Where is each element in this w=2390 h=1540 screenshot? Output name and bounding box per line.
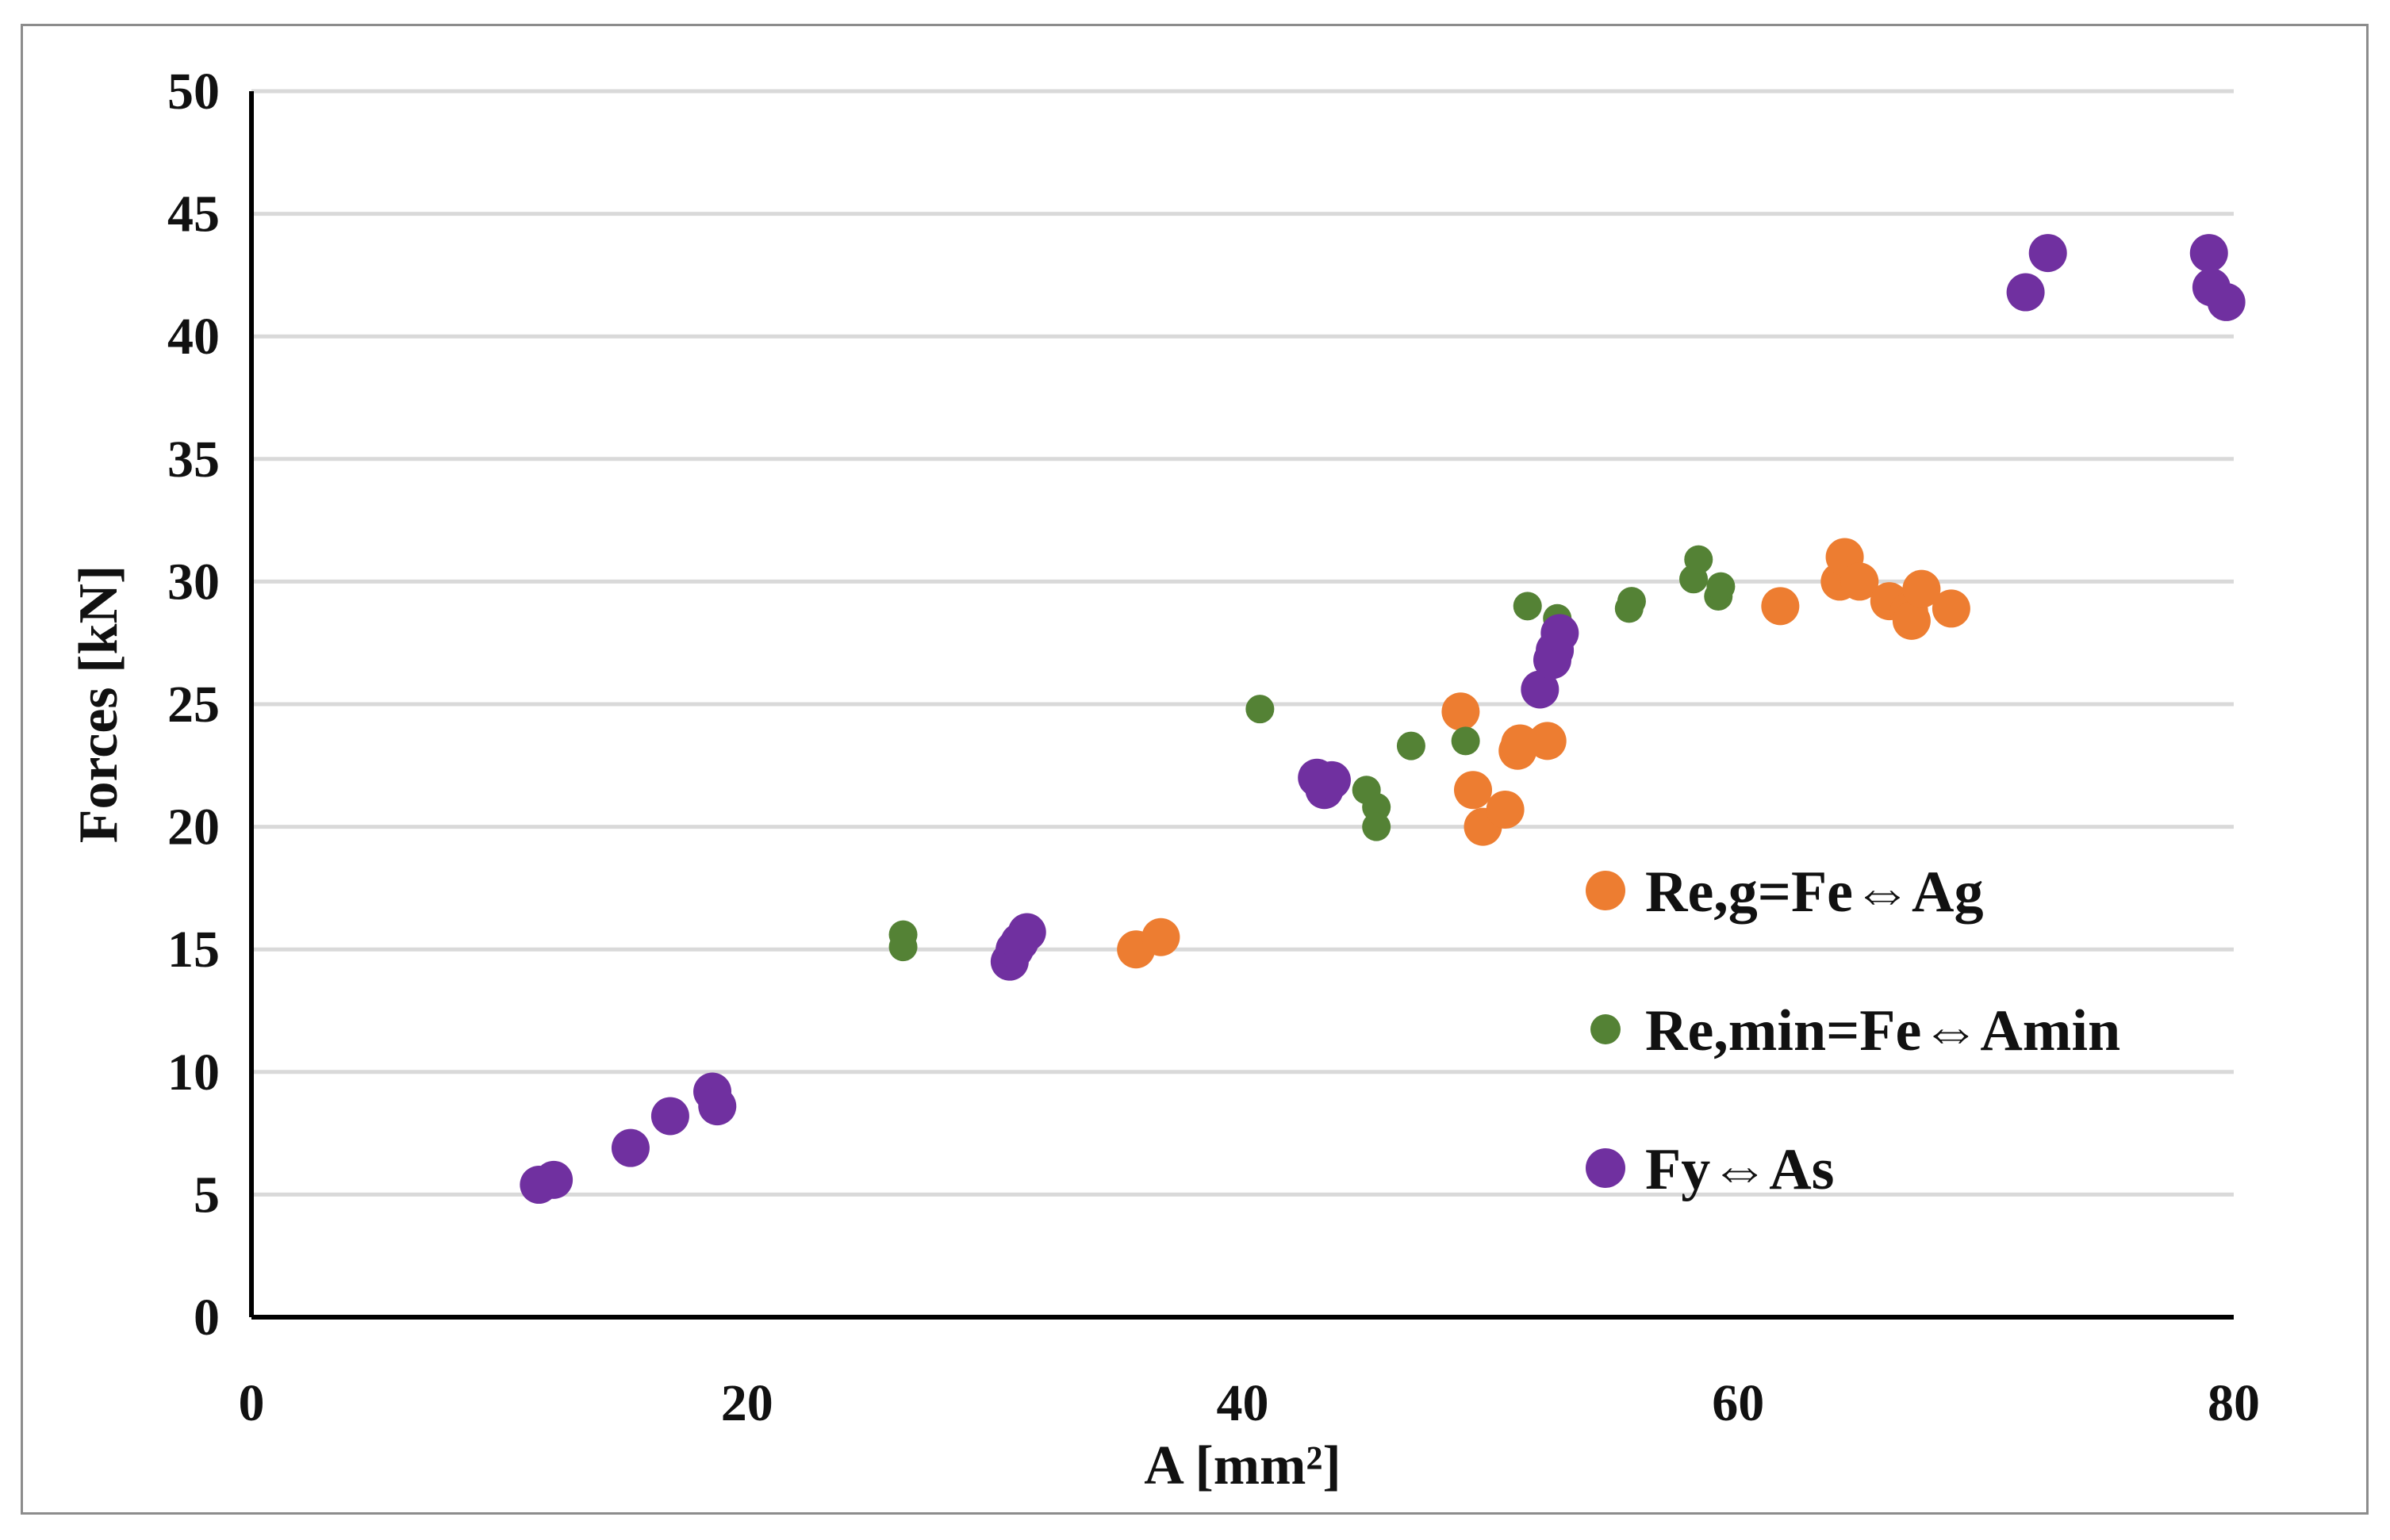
y-tick-labels: 0 5 10 15 20 25 30 35 40 45 50 xyxy=(167,63,220,1347)
y-tick-label-50: 50 xyxy=(167,63,220,121)
legend-label-fy: Fy⇔As xyxy=(1645,1137,1834,1202)
legend-label-re-min: Re,min=Fe⇔Amin xyxy=(1645,998,2120,1063)
point-s1-2 xyxy=(1245,695,1275,724)
y-tick-label-10: 10 xyxy=(167,1044,220,1101)
point-s1-15 xyxy=(1706,572,1736,601)
y-tick-label-0: 0 xyxy=(194,1289,220,1347)
point-s2-5 xyxy=(698,1087,737,1126)
legend-marker-re-g xyxy=(1586,871,1625,910)
point-s2-21 xyxy=(2207,282,2246,321)
point-s2-3 xyxy=(650,1097,689,1136)
y-tick-label-40: 40 xyxy=(167,308,220,366)
legend: Re,g=Fe⇔Ag Re,min=Fe⇔Amin Fy⇔As xyxy=(1586,860,2120,1202)
y-tick-label-45: 45 xyxy=(167,186,220,243)
legend-marker-re-min xyxy=(1590,1014,1621,1044)
point-s2-17 xyxy=(2006,273,2045,312)
point-s2-1 xyxy=(535,1160,574,1199)
point-s0-17 xyxy=(1932,589,1970,628)
data-points xyxy=(520,234,2246,1205)
y-axis-title: Forces [kN] xyxy=(68,565,129,844)
point-s1-8 xyxy=(1513,592,1542,621)
scatter-chart: 0 5 10 15 20 25 30 35 40 45 50 0 20 40 60 80 Forces [k… xyxy=(68,63,2261,1496)
point-s1-11 xyxy=(1617,587,1646,616)
point-s0-7 xyxy=(1501,724,1540,763)
x-tick-label-60: 60 xyxy=(1712,1374,1764,1432)
point-s0-1 xyxy=(1141,917,1180,956)
point-s1-6 xyxy=(1396,731,1425,760)
point-s2-13 xyxy=(1521,670,1559,709)
x-tick-labels: 0 20 40 60 80 xyxy=(239,1374,2261,1432)
point-s0-3 xyxy=(1454,771,1493,810)
legend-label-re-g: Re,g=Fe⇔Ag xyxy=(1645,860,1983,925)
point-s1-13 xyxy=(1684,545,1713,574)
point-s1-5 xyxy=(1362,812,1391,841)
point-s2-2 xyxy=(611,1128,650,1167)
y-tick-label-5: 5 xyxy=(194,1166,220,1224)
point-s1-4 xyxy=(1362,792,1391,822)
y-tick-label-20: 20 xyxy=(167,799,220,856)
x-tick-label-80: 80 xyxy=(2208,1374,2260,1432)
x-tick-label-20: 20 xyxy=(721,1374,773,1432)
point-s0-16 xyxy=(1902,569,1941,608)
point-s2-9 xyxy=(1007,913,1046,952)
point-s2-18 xyxy=(2028,234,2067,273)
point-s1-1 xyxy=(888,933,918,962)
x-tick-label-40: 40 xyxy=(1217,1374,1269,1432)
point-s0-8 xyxy=(1528,722,1567,760)
gridlines xyxy=(251,89,2234,1197)
x-axis-title: A [mm²] xyxy=(1144,1435,1341,1496)
point-s1-7 xyxy=(1451,726,1480,756)
axes xyxy=(249,91,2234,1320)
y-tick-label-15: 15 xyxy=(167,921,220,979)
legend-marker-fy xyxy=(1586,1148,1625,1188)
y-tick-label-35: 35 xyxy=(167,431,220,488)
point-s0-12 xyxy=(1840,562,1879,601)
point-s0-5 xyxy=(1486,790,1525,829)
point-s2-12 xyxy=(1312,760,1351,799)
y-tick-label-25: 25 xyxy=(167,676,220,734)
point-s0-15 xyxy=(1892,601,1931,640)
point-s0-9 xyxy=(1761,587,1800,626)
x-tick-label-0: 0 xyxy=(239,1374,265,1432)
chart-frame: 0 5 10 15 20 25 30 35 40 45 50 0 20 40 60 80 Forces [k… xyxy=(21,24,2369,1515)
point-s2-16 xyxy=(1540,614,1579,653)
point-s2-19 xyxy=(2189,234,2228,273)
point-s0-2 xyxy=(1441,692,1480,731)
y-tick-label-30: 30 xyxy=(167,553,220,611)
